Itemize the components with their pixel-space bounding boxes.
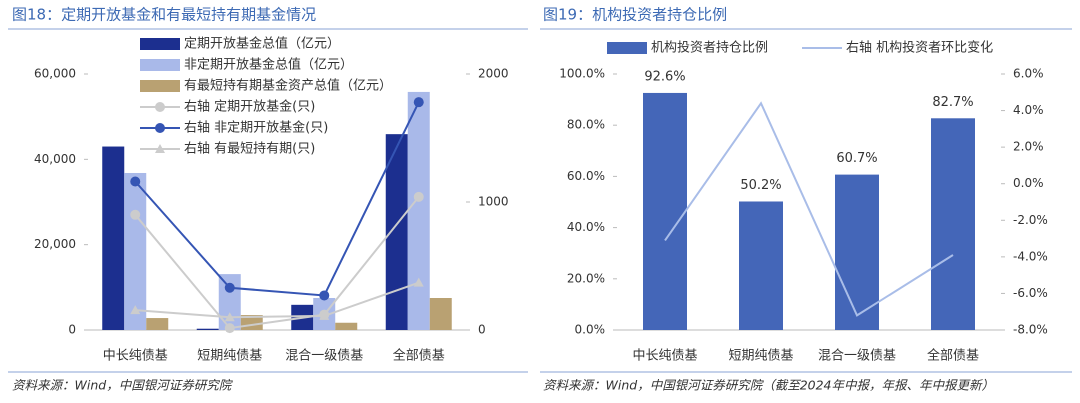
bar: [931, 118, 975, 331]
bar: [429, 298, 452, 330]
bar: [196, 328, 219, 330]
y-tick-label: 20,000: [34, 237, 76, 251]
point: [413, 277, 424, 287]
legend-label: 非定期开放基金总值（亿元）: [184, 57, 353, 73]
y-tick-label: 40.0%: [567, 220, 605, 234]
legend-label: 有最短持有期基金资产总值（亿元）: [184, 78, 392, 94]
chart-title: 图18：定期开放基金和有最短持有期基金情况: [12, 6, 316, 24]
point: [413, 191, 424, 202]
x-tick-label: 全部债基: [393, 348, 445, 364]
legend-swatch: [607, 42, 647, 54]
point: [130, 305, 141, 315]
x-tick-label: 短期纯债基: [728, 349, 793, 364]
x-tick-label: 混合一级债基: [818, 349, 896, 364]
y2-tick-label: -2.0%: [1013, 213, 1048, 227]
bar: [102, 146, 125, 330]
y2-tick-label: 2000: [478, 67, 509, 81]
legend-swatch: [140, 38, 180, 50]
y-tick-label: 100.0%: [559, 67, 605, 81]
y-tick-label: 20.0%: [567, 271, 605, 285]
legend-swatch: [155, 123, 165, 133]
point: [319, 290, 330, 301]
chart-title: 图19：机构投资者持仓比例: [543, 6, 727, 24]
y-tick-label: 0: [68, 323, 76, 337]
legend-swatch: [155, 144, 165, 153]
point: [413, 97, 424, 108]
bar: [218, 274, 241, 330]
point: [224, 323, 235, 334]
y-tick-label: 80.0%: [567, 118, 605, 132]
y2-tick-label: 4.0%: [1013, 103, 1044, 117]
bar: [643, 92, 687, 330]
bar: [385, 134, 408, 330]
x-tick-label: 短期纯债基: [197, 349, 262, 364]
point: [130, 209, 141, 220]
legend-label: 右轴 有最短持有期(只): [184, 142, 315, 157]
y-tick-label: 0.0%: [575, 323, 606, 337]
y2-tick-label: 0.0%: [1013, 176, 1044, 190]
value-label: 92.6%: [644, 69, 685, 84]
x-tick-label: 混合一级债基: [285, 349, 363, 364]
value-label: 50.2%: [740, 178, 781, 193]
legend-label: 右轴 非定期开放基金(只): [184, 120, 328, 136]
legend-swatch: [155, 102, 165, 112]
y2-tick-label: -8.0%: [1013, 323, 1048, 337]
legend-label: 右轴 机构投资者环比变化: [846, 40, 993, 56]
y2-tick-label: 1000: [478, 195, 509, 209]
line: [135, 281, 420, 319]
y-tick-label: 60.0%: [567, 169, 605, 183]
y-tick-label: 40,000: [34, 152, 76, 166]
legend-swatch: [140, 80, 180, 92]
x-tick-label: 中长纯债基: [103, 349, 168, 364]
point: [224, 312, 235, 322]
source-note: 资料来源：Wind，中国银河证券研究院（截至2024年中报，年报、年中报更新）: [543, 378, 994, 393]
line: [134, 101, 420, 297]
bar: [124, 172, 147, 330]
x-tick-label: 中长纯债基: [632, 349, 697, 364]
source-note: 资料来源：Wind，中国银河证券研究院: [12, 378, 234, 393]
value-label: 60.7%: [836, 151, 877, 166]
x-tick-label: 全部债基: [927, 348, 979, 364]
y2-tick-label: -6.0%: [1013, 286, 1048, 300]
legend-label: 定期开放基金总值（亿元）: [184, 36, 340, 52]
y2-tick-label: 2.0%: [1013, 140, 1044, 154]
value-label: 82.7%: [932, 95, 973, 110]
bar: [146, 318, 169, 330]
point: [130, 176, 141, 187]
bar: [739, 201, 783, 330]
legend-swatch: [140, 59, 180, 71]
point: [224, 282, 235, 293]
bar: [835, 174, 879, 330]
y2-tick-label: 0: [478, 323, 486, 337]
point: [319, 310, 330, 320]
bar: [335, 322, 358, 330]
legend-label: 右轴 定期开放基金(只): [184, 99, 315, 115]
bar: [407, 91, 430, 330]
legend-label: 机构投资者持仓比例: [651, 40, 768, 56]
line: [664, 101, 954, 317]
y-tick-label: 60,000: [34, 67, 76, 81]
y2-tick-label: -4.0%: [1013, 249, 1048, 263]
y2-tick-label: 6.0%: [1013, 67, 1044, 81]
line: [134, 196, 420, 330]
